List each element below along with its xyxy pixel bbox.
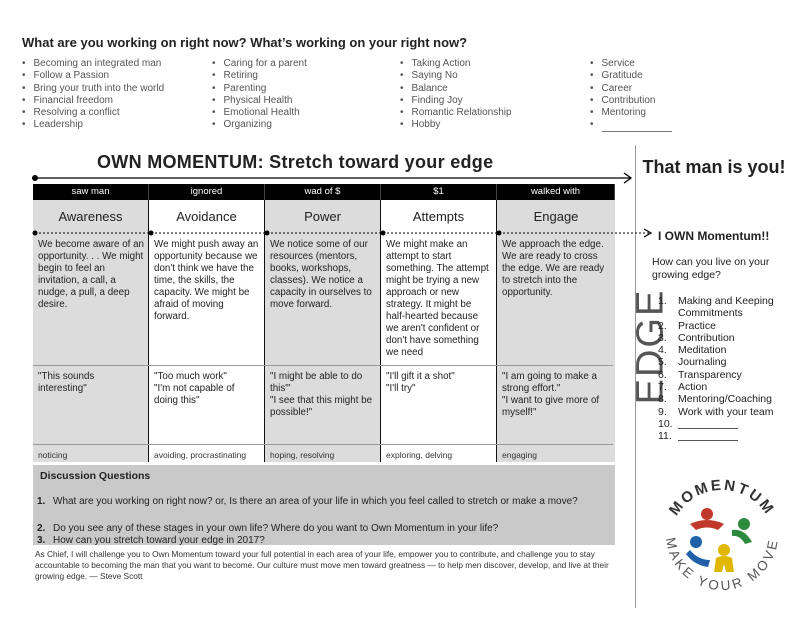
closing-statement: As Chief, I will challenge you to Own Mo… [35,549,609,581]
stage-name: Avoidance [176,209,237,224]
stage-quote: "I am going to make a strong effort." "I… [502,371,600,418]
question-text: How can you stretch toward your edge in … [53,535,265,546]
question-number: 1. [37,496,46,507]
blank-line [678,418,738,429]
topic-column-3: Taking Action Saying No Balance Finding … [400,58,512,132]
question-number: 2. [37,523,46,534]
question-number: 3. [37,535,46,546]
topic-item: Hobby [400,119,512,131]
topic-item: Balance [400,83,512,95]
topic-item: Finding Joy [400,95,512,107]
stage-name: Attempts [412,209,465,224]
discussion-question: 3. How can you stretch toward your edge i… [37,535,602,547]
page-title: OWN MOMENTUM: Stretch toward your edge [97,152,494,172]
row-divider [33,444,613,445]
discussion-title: Discussion Questions [40,470,151,482]
stage-description: We become aware of an opportunity. . . W… [38,239,145,310]
stage-awareness: Awareness We become aware of an opportun… [33,200,149,462]
topic-item: Taking Action [400,58,512,70]
topic-item: Parenting [212,83,307,95]
stage-description: We might make an attempt to start someth… [386,239,489,358]
topic-item: Romantic Relationship [400,107,512,119]
list-item: 11. [658,430,793,442]
topic-column-2: Caring for a parent Retiring Parenting P… [212,58,307,132]
topic-item: Service [590,58,672,70]
stage-name: Power [304,209,341,224]
stage-header-attempts: $1 [381,184,497,200]
stages-arrow-icon [32,228,653,238]
growing-edge-list: 1. Making and Keeping Commitments 2. Pract… [658,295,793,443]
discussion-question: 1. What are you working on right now? or,… [37,496,602,508]
topic-item: Retiring [212,70,307,82]
stage-quote: "Too much work" "I'm not capable of doin… [154,371,235,406]
stage-header-avoidance: ignored [149,184,265,200]
topic-item: Gratitude [590,70,672,82]
title-arrow-icon [32,172,633,184]
stage-engage: Engage We approach the edge. We are read… [497,200,615,462]
topic-item: Emotional Health [212,107,307,119]
list-item: 2. Practice [658,319,716,332]
topic-column-1: Becoming an integrated man Follow a Pass… [22,58,165,132]
logo-figures-icon [686,508,752,572]
stage-quote: "I might be able to do this"' "I see tha… [270,371,373,418]
stage-power: Power We notice some of our resources (m… [265,200,381,462]
topic-item: Career [590,83,672,95]
topic-item: Becoming an integrated man [22,58,164,70]
stage-header-awareness: saw man [33,184,149,200]
stage-header-power: wad of $ [265,184,381,200]
that-man-heading: That man is you! [642,157,786,177]
stage-description: We notice some of our resources (mentors… [270,239,372,310]
logo-top-text: MOMENTUM [666,477,778,519]
topic-blank-item [590,119,672,132]
topic-item: Contribution [590,95,672,107]
discussion-panel [33,465,615,545]
topic-item: Leadership [22,119,164,131]
list-item: 7. Action [658,381,708,394]
blank-line [601,122,672,132]
stage-verbs: noticing [38,450,68,460]
stage-header-engage: walked with [497,184,615,200]
topic-item: Mentoring [590,107,672,119]
row-divider [33,365,613,366]
stage-verbs: avoiding, procrastinating [154,450,247,460]
list-item: 10. [658,418,793,430]
list-item: 3. Contribution [658,331,735,344]
topic-item: Caring for a parent [212,58,307,70]
topic-column-4: Service Gratitude Career Contribution Me… [590,58,672,132]
blank-line [678,430,738,442]
growing-edge-question: How can you live on your growing edge? [652,256,770,281]
topic-item: Resolving a conflict [22,107,164,119]
stage-name: Engage [533,209,579,224]
stage-description: We might push away an opportunity becaus… [154,239,259,322]
stage-quote: "This sounds interesting" [38,371,95,394]
list-item: 5. Journaling [658,356,727,369]
stage-verbs: hoping, resolving [270,450,335,460]
stage-avoidance: Avoidance We might push away an opportun… [149,200,265,462]
topic-item: Bring your truth into the world [22,83,165,95]
topic-item: Saying No [400,70,512,82]
stage-verbs: exploring, delving [386,450,453,460]
stage-verbs: engaging [502,450,537,460]
stage-description: We approach the edge. We are ready to cr… [502,239,605,298]
stage-name: Awareness [58,209,123,224]
topic-item: Financial freedom [22,95,164,107]
list-item: 6. Transparency [658,368,742,381]
topic-item: Follow a Passion [22,70,164,82]
momentum-logo: MOMENTUM MAKE YOUR MOVE [663,477,778,594]
topic-item: Organizing [212,119,307,131]
stage-attempts: Attempts We might make an attempt to sta… [381,200,497,462]
stage-quote: "I'll gift it a shot" "I'll try" [386,371,455,394]
question-text: Do you see any of these stages in your o… [53,523,499,534]
list-item: 9. Work with your team [658,405,774,418]
discussion-question: 2. Do you see any of these stages in your… [37,523,602,535]
list-item: 8. Mentoring/Coaching [658,393,772,406]
edge-line [635,145,636,608]
own-momentum-heading: I OWN Momentum!! [658,229,770,243]
question-text: What are you working on right now? or, I… [53,496,578,507]
list-item: 1. Making and Keeping Commitments [658,295,774,320]
list-item: 4. Meditation [658,344,727,357]
topic-item: Physical Health [212,95,307,107]
header-question: What are you working on right now? What’… [22,35,468,50]
